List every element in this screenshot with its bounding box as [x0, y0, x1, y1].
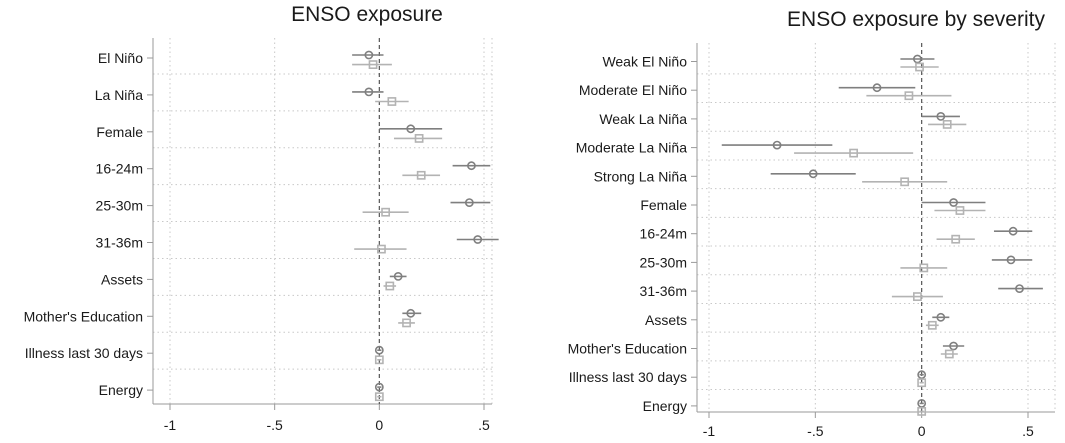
point-estimate-square: [942, 120, 952, 129]
x-tick-label: -1: [703, 423, 716, 438]
category-label: La Niña: [95, 87, 143, 103]
point-estimate-circle: [936, 312, 946, 322]
point-estimate-square: [915, 62, 924, 72]
point-estimate-circle: [364, 50, 374, 60]
point-estimate-square: [944, 349, 954, 359]
point-estimate-circle: [364, 87, 374, 97]
panel-enso-exposure: ENSO exposure El Niño La Niña Female 16-24m…: [24, 3, 499, 433]
point-estimate-square: [849, 148, 859, 158]
point-estimate-square: [951, 234, 961, 244]
point-estimate-square: [913, 292, 922, 301]
point-estimate-square: [385, 281, 395, 291]
point-estimate-square: [900, 177, 910, 187]
point-estimate-square: [917, 378, 927, 388]
category-label: Weak El Niño: [602, 54, 687, 70]
x-tick-label: 0: [918, 423, 926, 438]
x-tick-label: 0: [375, 417, 383, 433]
point-estimate-square: [414, 134, 424, 143]
point-estimate-circle: [406, 124, 416, 134]
point-estimate-square: [416, 170, 426, 180]
point-estimate-circle: [949, 198, 958, 207]
point-estimate-square: [374, 355, 384, 365]
point-estimate-circle: [393, 271, 403, 281]
category-label: Mother's Education: [24, 308, 143, 324]
point-estimate-square: [374, 392, 384, 402]
point-estimate-circle: [406, 308, 416, 318]
point-estimate-square: [955, 206, 965, 215]
panel-title: ENSO exposure: [291, 3, 443, 26]
point-estimate-circle: [473, 235, 483, 244]
point-estimate-circle: [872, 83, 882, 93]
x-tick-label: .5: [478, 417, 490, 433]
category-label: 31-36m: [96, 235, 143, 251]
panel-title: ENSO exposure by severity: [787, 8, 1045, 31]
point-estimate-square: [917, 406, 927, 416]
category-label: 25-30m: [640, 254, 687, 270]
category-label: Illness last 30 days: [25, 345, 143, 361]
x-tick-label: .5: [1022, 423, 1034, 438]
x-tick-label: -.5: [807, 423, 824, 438]
point-estimate-circle: [464, 198, 474, 207]
category-label: Female: [640, 197, 687, 213]
point-estimate-square: [377, 244, 386, 254]
category-label: Weak La Niña: [599, 111, 687, 127]
point-estimate-circle: [1006, 255, 1016, 265]
point-estimate-circle: [374, 345, 384, 355]
category-label: Energy: [643, 398, 687, 414]
category-label: Illness last 30 days: [569, 369, 687, 385]
panel-enso-exposure-by-severity: ENSO exposure by severity Weak El Niño Mo…: [568, 8, 1056, 439]
point-estimate-square: [904, 91, 914, 101]
point-estimate-circle: [772, 140, 782, 150]
category-label: El Niño: [98, 50, 143, 66]
point-estimate-circle: [374, 382, 384, 392]
category-label: Female: [96, 124, 143, 140]
point-estimate-circle: [1015, 284, 1024, 293]
point-estimate-circle: [808, 169, 818, 179]
point-estimate-square: [927, 320, 937, 330]
category-label: Energy: [99, 382, 143, 398]
point-estimate-square: [381, 207, 391, 217]
point-estimate-square: [387, 97, 397, 106]
x-tick-label: -.5: [266, 417, 283, 433]
category-label: 16-24m: [640, 226, 687, 242]
point-estimate-circle: [467, 161, 476, 171]
category-label: 25-30m: [96, 198, 143, 214]
category-label: Mother's Education: [568, 341, 687, 357]
point-estimate-square: [919, 263, 929, 273]
point-estimate-circle: [1008, 226, 1018, 236]
category-label: 16-24m: [96, 161, 143, 177]
point-estimate-circle: [936, 112, 946, 121]
category-label: Assets: [101, 271, 143, 287]
x-tick-label: -1: [164, 417, 177, 433]
category-label: Strong La Niña: [594, 168, 688, 184]
category-label: 31-36m: [640, 283, 687, 299]
category-label: Assets: [645, 312, 687, 328]
category-label: Moderate La Niña: [576, 140, 688, 156]
point-estimate-square: [368, 60, 378, 69]
category-label: Moderate El Niño: [579, 82, 687, 98]
point-estimate-square: [402, 318, 411, 328]
